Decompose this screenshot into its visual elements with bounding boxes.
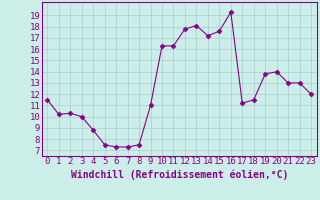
X-axis label: Windchill (Refroidissement éolien,°C): Windchill (Refroidissement éolien,°C): [70, 169, 288, 180]
